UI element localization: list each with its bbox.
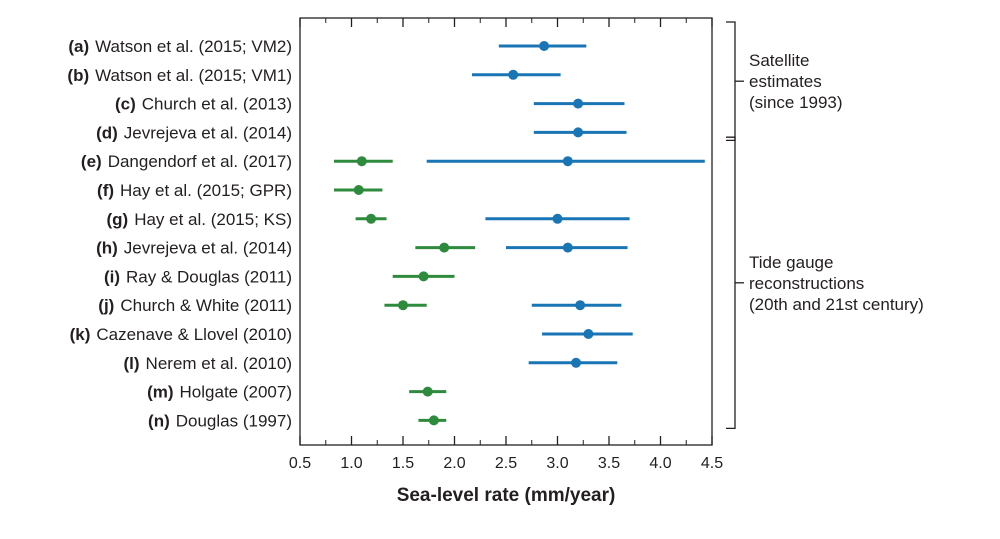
row-label: (n) Douglas (1997)	[148, 411, 292, 430]
x-tick-label: 3.5	[598, 455, 620, 472]
estimate-point-green	[439, 242, 450, 253]
row-letter: (f)	[97, 181, 114, 200]
data-marks	[333, 41, 705, 426]
row-letter: (d)	[96, 123, 118, 142]
row-study: Hay et al. (2015; KS)	[134, 210, 292, 229]
group-label: (20th and 21st century)	[749, 295, 924, 314]
group-bracket	[726, 21, 736, 142]
row-letter: (g)	[106, 210, 128, 229]
row-label: (e) Dangendorf et al. (2017)	[81, 152, 292, 171]
estimate-point-green	[353, 185, 364, 195]
group-bracket	[726, 136, 736, 430]
group-label: Satellite	[749, 51, 809, 70]
row-study: Nerem et al. (2010)	[146, 354, 292, 373]
row-study: Cazenave & Llovel (2010)	[96, 325, 292, 344]
estimate-point-blue	[583, 329, 594, 339]
row-study: Watson et al. (2015; VM2)	[95, 37, 292, 56]
estimate-point-blue	[539, 41, 550, 51]
row-study: Church & White (2011)	[120, 296, 292, 315]
estimate-point-green	[418, 271, 429, 282]
estimate-point-blue	[562, 156, 573, 167]
plot-frame	[299, 17, 713, 446]
row-label: (c) Church et al. (2013)	[115, 95, 292, 114]
row-letter: (l)	[124, 354, 140, 373]
x-tick-label: 1.0	[340, 455, 362, 472]
row-letter: (j)	[98, 296, 114, 315]
row-label: (d) Jevrejeva et al. (2014)	[96, 123, 292, 142]
row-letter: (m)	[147, 383, 173, 402]
row-study: Church et al. (2013)	[142, 95, 292, 114]
row-label: (m) Holgate (2007)	[147, 383, 292, 402]
x-tick-label: 4.0	[649, 455, 671, 472]
estimate-point-blue	[508, 69, 519, 80]
estimate-point-green	[398, 300, 408, 311]
row-study: Holgate (2007)	[180, 383, 292, 402]
x-tick-label: 0.5	[289, 455, 311, 472]
row-letter: (h)	[96, 239, 118, 258]
estimate-point-green	[366, 213, 377, 224]
estimate-point-green	[422, 386, 433, 397]
row-letter: (e)	[81, 152, 102, 171]
group-brackets: Satellite estimates (since 1993) Tide gauge…	[726, 21, 924, 430]
row-label: (h) Jevrejeva et al. (2014)	[96, 239, 292, 258]
row-label: (a) Watson et al. (2015; VM2)	[68, 37, 292, 56]
estimate-point-blue	[571, 357, 582, 368]
x-tick-label: 4.5	[701, 455, 723, 472]
group-label: estimates	[749, 72, 822, 91]
row-study: Hay et al. (2015; GPR)	[120, 181, 292, 200]
x-axis-title: Sea-level rate (mm/year)	[397, 485, 616, 506]
group-label: (since 1993)	[749, 93, 843, 112]
group-label: reconstructions	[749, 274, 864, 293]
row-study: Watson et al. (2015; VM1)	[95, 66, 292, 85]
row-study: Jevrejeva et al. (2014)	[124, 239, 292, 258]
estimate-point-green	[428, 415, 439, 426]
row-study: Douglas (1997)	[176, 411, 292, 430]
row-labels: (a) Watson et al. (2015; VM2) (b) Watson et…	[67, 37, 292, 430]
row-label: (b) Watson et al. (2015; VM1)	[67, 66, 292, 85]
estimate-point-blue	[552, 213, 563, 224]
row-study: Dangendorf et al. (2017)	[108, 152, 292, 171]
x-tick-label: 2.5	[495, 455, 517, 472]
row-study: Ray & Douglas (2011)	[126, 267, 292, 286]
row-label: (k) Cazenave & Llovel (2010)	[70, 325, 292, 344]
row-label: (j) Church & White (2011)	[98, 296, 292, 315]
row-letter: (c)	[115, 95, 136, 114]
x-tick-label: 3.0	[546, 455, 568, 472]
group-label: Tide gauge	[749, 253, 833, 272]
row-label: (l) Nerem et al. (2010)	[124, 354, 293, 373]
row-label: (i) Ray & Douglas (2011)	[104, 267, 292, 286]
estimate-point-blue	[573, 127, 584, 138]
estimate-point-blue	[573, 98, 584, 109]
row-letter: (k)	[70, 325, 91, 344]
estimate-point-blue	[562, 242, 573, 253]
x-tick-label: 2.0	[443, 455, 465, 472]
row-letter: (b)	[67, 66, 89, 85]
row-study: Jevrejeva et al. (2014)	[124, 123, 292, 142]
row-label: (g) Hay et al. (2015; KS)	[106, 210, 292, 229]
row-letter: (i)	[104, 267, 120, 286]
estimate-point-green	[356, 156, 367, 167]
estimate-point-blue	[575, 300, 586, 311]
x-axis: 0.5 1.0 1.5 2.0 2.5 3.0 3.5 4.0 4.5	[289, 18, 723, 472]
row-letter: (a)	[68, 37, 89, 56]
row-label: (f) Hay et al. (2015; GPR)	[97, 181, 292, 200]
row-letter: (n)	[148, 411, 170, 430]
x-tick-label: 1.5	[392, 455, 414, 472]
